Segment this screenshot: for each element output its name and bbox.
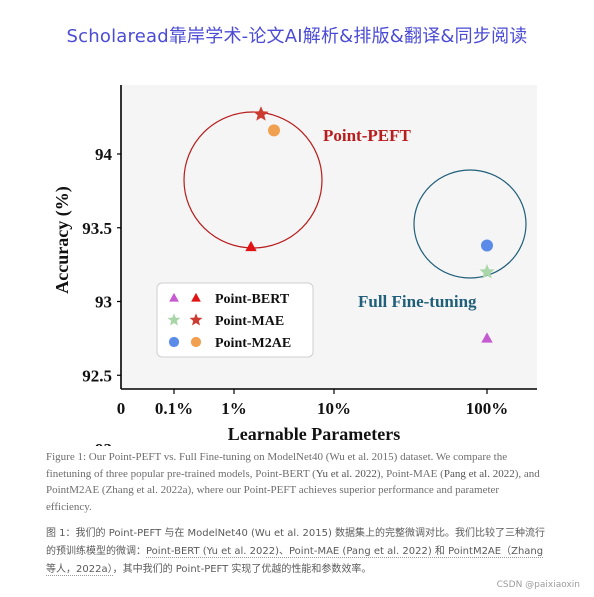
- legend-marker: [190, 336, 202, 348]
- citation-link-pang[interactable]: Pang et al. 2022: [443, 467, 515, 480]
- chart-axes: [120, 85, 537, 390]
- y-axis-label: Accuracy (%): [52, 186, 73, 293]
- point-m2ae-full-fine-tuning-point: [481, 239, 493, 252]
- legend-label: Point-MAE: [215, 314, 284, 329]
- point-bert-full-fine-tuning-point: [481, 332, 493, 343]
- legend-marker: [169, 292, 179, 302]
- annotation-full-finetuning: Full Fine-tuning: [358, 292, 477, 311]
- y-tick-label: 94: [95, 145, 113, 164]
- point-mae-point-peft-point: [253, 106, 269, 121]
- y-tick-label: 92.5: [82, 366, 112, 385]
- caption-text-1: Figure 1: Our Point-PEFT vs. Full Fine-t…: [46, 451, 508, 480]
- point-m2ae-point-peft-point: [268, 124, 280, 137]
- figure-caption-english: Figure 1: Our Point-PEFT vs. Full Fine-t…: [46, 449, 546, 515]
- watermark: CSDN @paixiaoxin: [496, 580, 580, 590]
- caption-text-3: ), and PointM2AE (Zhang et al. 2022a), w…: [46, 467, 540, 513]
- page-banner: Scholaread靠岸学术-论文AI解析&排版&翻译&同步阅读: [66, 26, 528, 47]
- caption-text-2: ), Point-MAE (: [376, 467, 444, 480]
- point-mae-full-fine-tuning-point: [479, 264, 495, 279]
- legend-marker: [191, 292, 201, 302]
- citation-link-yu[interactable]: Yu et al. 2022: [315, 467, 377, 480]
- x-tick-label: 1%: [221, 399, 247, 418]
- full-finetuning-ellipse: [413, 169, 527, 279]
- legend-marker: [167, 313, 181, 326]
- annotation-point-peft: Point-PEFT: [323, 126, 411, 145]
- x-tick-label: 0: [117, 399, 126, 418]
- legend-marker: [168, 336, 180, 348]
- y-tick-label: 93: [95, 293, 112, 312]
- y-tick-label: 92: [95, 440, 112, 446]
- accuracy-vs-parameters-chart: 92 92.5 93 93.5 94 0 0.1% 1% 10% 100% Point-PEFT F…: [52, 85, 537, 446]
- legend-marker: [189, 313, 203, 326]
- point-bert-point-peft-point: [245, 240, 257, 252]
- x-tick-label: 10%: [317, 399, 351, 418]
- legend-label: Point-BERT: [215, 292, 290, 307]
- x-tick-label: 0.1%: [155, 399, 193, 418]
- axis-labels: Learnable Parameters Accuracy (%): [52, 186, 400, 444]
- caption-zh-text-2: ，其中我们的 Point-PEFT 实现了优越的性能和参数效率。: [112, 564, 372, 575]
- figure-caption-chinese: 图 1：我们的 Point-PEFT 与在 ModelNet40 (Wu et …: [46, 525, 546, 579]
- chart-legend: Point-BERT Point-MAE Point-M2AE: [156, 282, 314, 358]
- x-tick-label: 100%: [466, 399, 509, 418]
- x-axis-label: Learnable Parameters: [228, 424, 400, 444]
- tick-labels: 92 92.5 93 93.5 94 0 0.1% 1% 10% 100%: [82, 145, 508, 446]
- caption-zh-text-1: 图 1：我们的 Point-PEFT 与在 ModelNet40 (Wu et …: [46, 528, 546, 557]
- chart-annotations: Point-PEFT Full Fine-tuning: [323, 126, 477, 311]
- y-tick-label: 93.5: [82, 219, 112, 238]
- caption-zh-underlined: Point-BERT (Yu et al. 2022)、Point-MAE (P…: [46, 546, 544, 576]
- data-points: [245, 106, 495, 343]
- legend-label: Point-M2AE: [215, 336, 291, 351]
